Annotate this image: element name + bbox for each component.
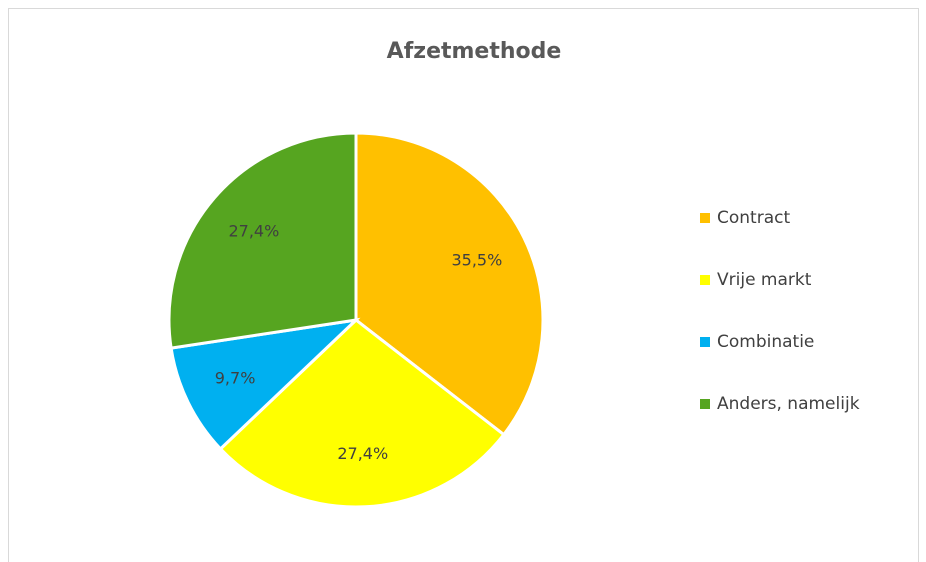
chart-border [8,8,919,562]
legend-swatch [700,275,710,285]
chart-title: Afzetmethode [387,39,562,64]
pie-slice [218,318,506,509]
legend-label: Contract [717,208,790,228]
legend-label: Anders, namelijk [717,394,860,414]
legend-label: Combinatie [717,332,814,352]
data-label: 35,5% [451,250,502,269]
pie-slice [169,317,361,451]
pie-slice [167,131,358,350]
legend-label: Vrije markt [717,270,812,290]
legend-swatch [700,337,710,347]
data-label: 27,4% [337,444,388,463]
pie-slice [354,131,545,437]
data-label: 9,7% [215,369,256,388]
data-label: 27,4% [228,222,279,241]
legend-swatch [700,213,710,223]
legend-swatch [700,399,710,409]
